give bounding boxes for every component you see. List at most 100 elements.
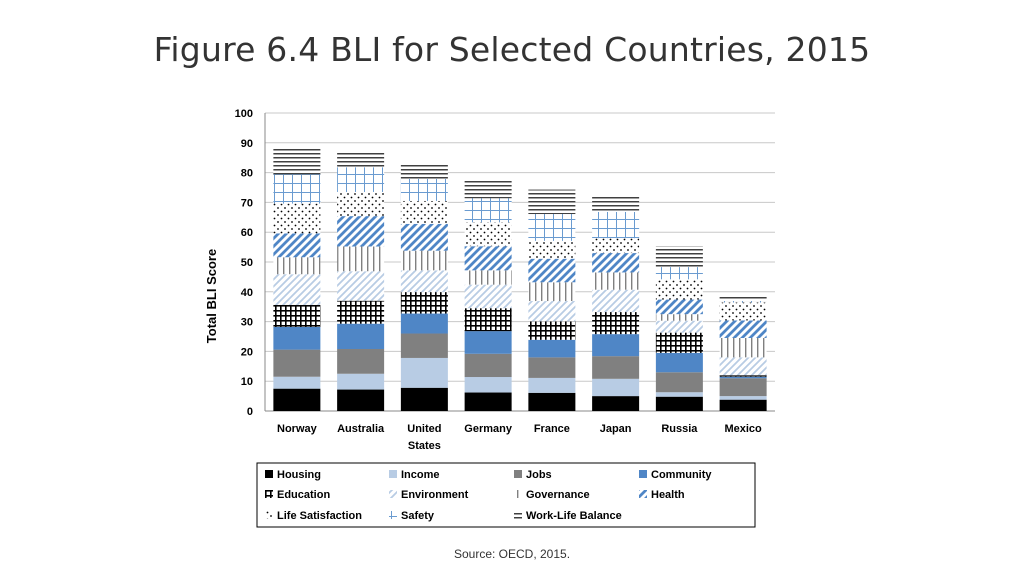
bar-segment-health xyxy=(273,233,321,258)
bar-segment-health xyxy=(592,253,640,273)
bar-segment-housing xyxy=(464,392,512,411)
bar-segment-life-satisfaction xyxy=(400,200,448,224)
bar-segment-safety xyxy=(400,178,448,201)
bar-segment-community xyxy=(528,339,576,358)
bar-segment-education xyxy=(528,321,576,340)
y-tick-label: 90 xyxy=(241,138,253,150)
bar-segment-governance xyxy=(337,246,385,272)
x-tick-label: Russia xyxy=(661,423,698,435)
y-tick-label: 100 xyxy=(235,108,253,120)
bar-segment-safety xyxy=(592,211,640,239)
bar-segment-education xyxy=(655,332,703,353)
legend-swatch xyxy=(265,511,273,519)
bar-segment-governance xyxy=(464,270,512,285)
bar-segment-community xyxy=(273,326,321,350)
bar-segment-safety xyxy=(273,174,321,204)
bar-segment-work-life-balance xyxy=(528,189,576,215)
bar-segment-education xyxy=(464,308,512,332)
y-axis: 0 10 20 30 40 50 60 70 80 90 100 xyxy=(235,108,266,418)
bar-segment-jobs xyxy=(592,356,640,379)
bar-segment-income xyxy=(719,396,767,400)
bar-segment-education xyxy=(400,292,448,314)
bar-segment-safety xyxy=(719,301,767,303)
y-tick-label: 40 xyxy=(241,287,253,299)
y-tick-label: 0 xyxy=(247,406,253,418)
bar-segment-governance xyxy=(592,272,640,290)
bar-segment-housing xyxy=(528,392,576,411)
bar-segment-health xyxy=(337,216,385,247)
x-tick-label: Japan xyxy=(600,423,632,435)
bars xyxy=(273,148,767,411)
bar-segment-work-life-balance xyxy=(592,195,640,212)
bar-segment-work-life-balance xyxy=(400,162,448,179)
x-tick-label: Germany xyxy=(464,423,513,435)
bar-segment-environment xyxy=(655,320,703,333)
legend-swatch xyxy=(389,511,397,519)
bar-segment-housing xyxy=(273,388,321,411)
legend-swatch xyxy=(639,490,647,498)
bar-segment-life-satisfaction xyxy=(273,203,321,234)
bar-segment-education xyxy=(719,375,767,377)
bar-segment-jobs xyxy=(337,349,385,374)
x-tick-label: France xyxy=(534,423,570,435)
bar-segment-health xyxy=(655,299,703,315)
legend-label: Life Satisfaction xyxy=(277,510,362,522)
bar-segment-housing xyxy=(337,389,385,411)
bar-segment-environment xyxy=(528,301,576,322)
bar-segment-education xyxy=(273,304,321,327)
bar-segment-environment xyxy=(464,284,512,309)
bar-segment-governance xyxy=(400,250,448,271)
y-tick-label: 10 xyxy=(241,376,253,388)
bar-segment-safety xyxy=(464,198,512,223)
y-tick-label: 70 xyxy=(241,197,253,209)
legend-swatch xyxy=(389,470,397,478)
bar-segment-governance xyxy=(273,257,321,275)
legend-swatch xyxy=(265,490,273,498)
bar-segment-community xyxy=(655,352,703,373)
bar-segment-work-life-balance xyxy=(273,148,321,175)
bar-segment-education xyxy=(337,300,385,324)
legend-box xyxy=(256,462,756,528)
bar-segment-life-satisfaction xyxy=(528,240,576,259)
bar-segment-governance xyxy=(528,282,576,302)
bar-segment-income xyxy=(528,377,576,393)
bar-segment-environment xyxy=(400,270,448,293)
legend-label: Jobs xyxy=(526,469,552,481)
bar-segment-environment xyxy=(719,357,767,376)
bar-segment-life-satisfaction xyxy=(719,302,767,321)
bar-segment-housing xyxy=(655,396,703,411)
bar-segment-health xyxy=(464,246,512,271)
slide-title: Figure 6.4 BLI for Selected Countries, 2… xyxy=(153,30,871,69)
bar-segment-work-life-balance xyxy=(719,295,767,302)
legend-label: Environment xyxy=(401,489,469,501)
bar-segment-life-satisfaction xyxy=(337,191,385,217)
bar-segment-safety xyxy=(655,267,703,280)
y-tick-label: 80 xyxy=(241,168,253,180)
legend-swatch xyxy=(389,490,397,498)
legend: Housing Income Jobs Community Education Envir… xyxy=(256,462,756,528)
bar-segment-community xyxy=(400,313,448,334)
bar-segment-housing xyxy=(400,387,448,411)
bar-segment-income xyxy=(337,373,385,390)
x-tick-label: Mexico xyxy=(724,423,762,435)
bar-segment-jobs xyxy=(719,378,767,397)
bar-segment-work-life-balance xyxy=(337,152,385,168)
source-note: Source: OECD, 2015. xyxy=(453,547,571,561)
legend-label: Work-Life Balance xyxy=(526,510,622,522)
legend-label: Education xyxy=(277,489,330,501)
bar-segment-environment xyxy=(592,289,640,313)
legend-label: Health xyxy=(651,489,685,501)
y-axis-title: Total BLI Score xyxy=(204,249,219,343)
legend-label: Governance xyxy=(526,489,590,501)
x-tick-label: States xyxy=(408,440,441,452)
bar-segment-governance xyxy=(719,337,767,358)
legend-label: Income xyxy=(401,469,440,481)
legend-label: Housing xyxy=(277,469,321,481)
bar-segment-jobs xyxy=(400,333,448,358)
bar-segment-community xyxy=(592,334,640,357)
bar-segment-life-satisfaction xyxy=(464,222,512,247)
y-tick-label: 60 xyxy=(241,227,253,239)
bar-segment-income xyxy=(655,392,703,397)
bar-segment-health xyxy=(719,320,767,338)
